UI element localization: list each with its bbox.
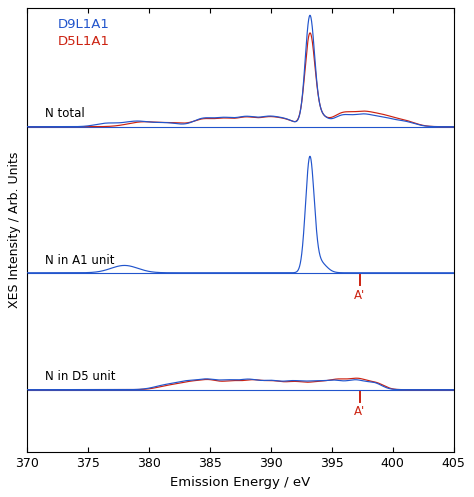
X-axis label: Emission Energy / eV: Emission Energy / eV [170, 476, 310, 489]
Y-axis label: XES Intensity / Arb. Units: XES Intensity / Arb. Units [9, 152, 21, 309]
Text: D9L1A1: D9L1A1 [57, 18, 109, 31]
Text: N total: N total [45, 107, 85, 120]
Text: N in A1 unit: N in A1 unit [45, 253, 115, 266]
Text: A': A' [354, 406, 365, 418]
Text: N in D5 unit: N in D5 unit [45, 370, 116, 383]
Text: A': A' [354, 289, 365, 302]
Text: D5L1A1: D5L1A1 [57, 35, 109, 48]
